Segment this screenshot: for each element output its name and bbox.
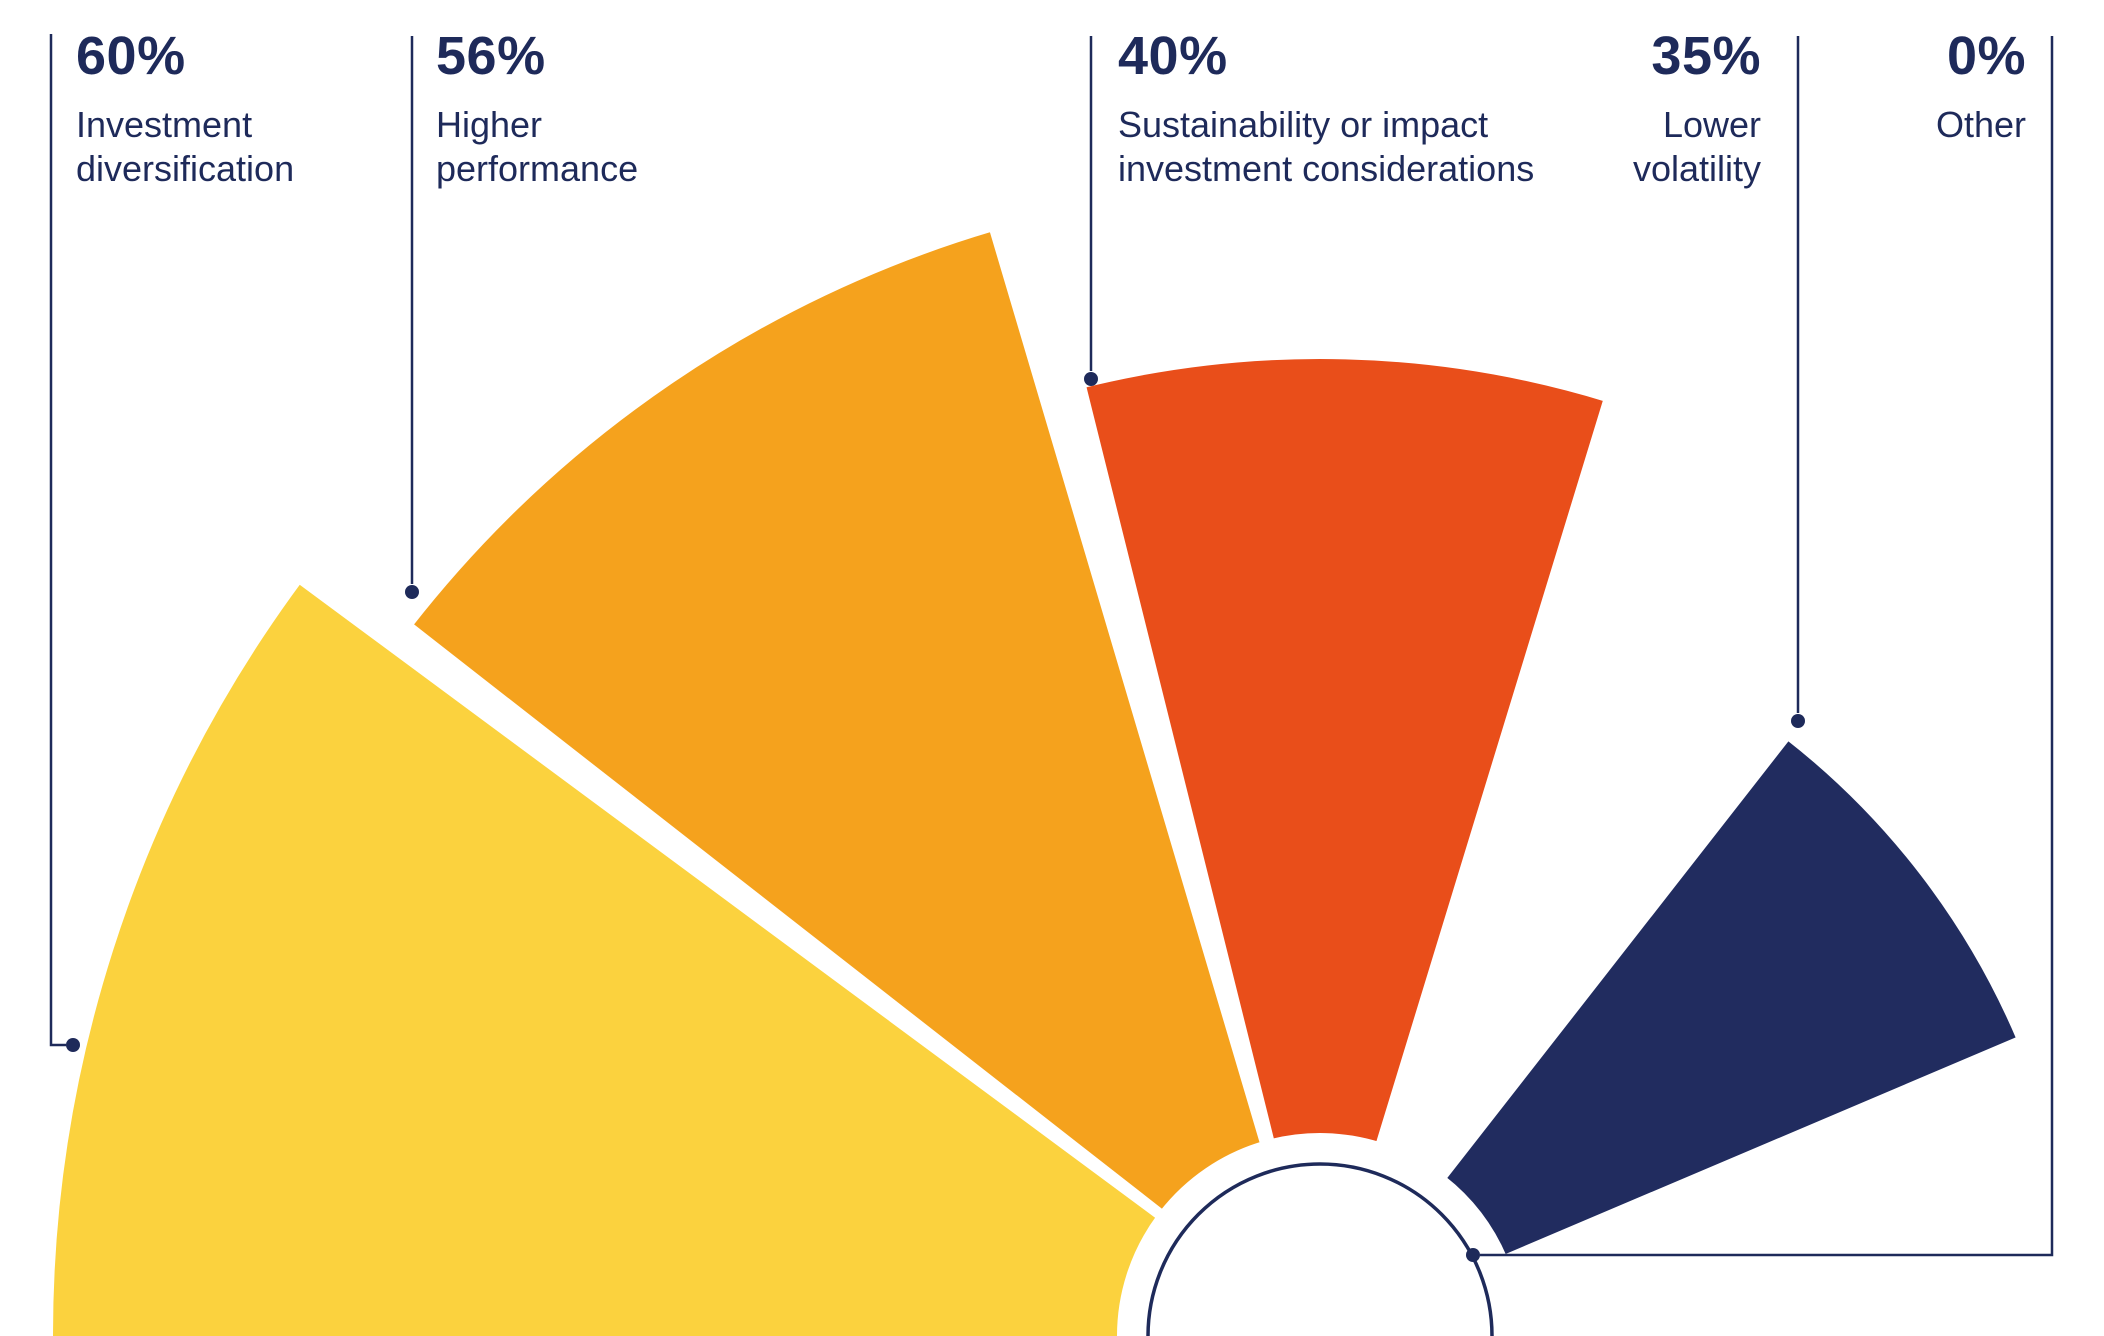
callout-other: 0% Other bbox=[1936, 28, 2026, 147]
leader-line-investment-diversification bbox=[49, 34, 66, 1047]
callout-lower-volatility: 35% Lower volatility bbox=[1633, 28, 1761, 191]
wedge-higher-performance bbox=[405, 224, 1267, 1218]
label-sustainability-impact: Sustainability or impact investment cons… bbox=[1118, 103, 1535, 189]
percent-other: 0% bbox=[1946, 26, 2026, 86]
percent-investment-diversification: 60% bbox=[76, 26, 186, 86]
label-investment-diversification: Investment diversification bbox=[76, 103, 295, 189]
center-pivot-circle bbox=[1146, 1162, 1494, 1336]
callout-higher-performance: 56% Higher performance bbox=[436, 28, 638, 191]
percent-lower-volatility: 35% bbox=[1651, 26, 1761, 86]
leader-dot-lower-volatility bbox=[1791, 714, 1805, 728]
label-higher-performance: Higher performance bbox=[436, 103, 639, 189]
leader-dot-other bbox=[1466, 1248, 1480, 1262]
leader-line-other bbox=[1480, 36, 2054, 1257]
callout-sustainability-impact: 40% Sustainability or impact investment … bbox=[1118, 28, 1534, 191]
leader-dot-higher-performance bbox=[405, 585, 419, 599]
percent-higher-performance: 56% bbox=[436, 26, 546, 86]
label-lower-volatility: Lower volatility bbox=[1632, 103, 1761, 189]
label-other: Other bbox=[1935, 103, 2026, 145]
callout-investment-diversification: 60% Investment diversification bbox=[76, 28, 294, 191]
leader-dot-investment-diversification bbox=[66, 1038, 80, 1052]
wedge-sustainability-or-impact-investment-considerations bbox=[1079, 353, 1611, 1149]
wedge-lower-volatility bbox=[1438, 732, 2024, 1262]
leader-dot-sustainability-or-impact-investment-considerations bbox=[1084, 372, 1098, 386]
wedge-investment-diversification bbox=[47, 576, 1164, 1336]
percent-sustainability-impact: 40% bbox=[1118, 26, 1228, 86]
